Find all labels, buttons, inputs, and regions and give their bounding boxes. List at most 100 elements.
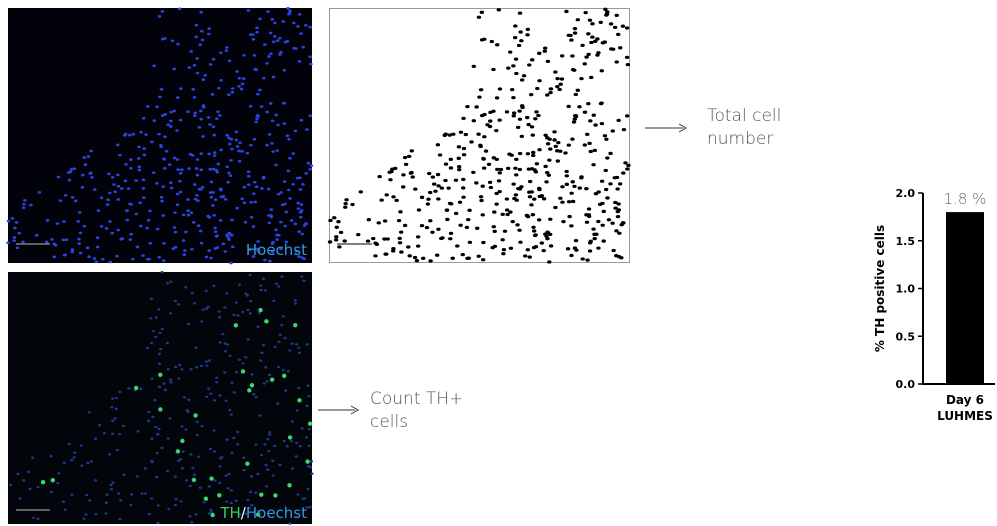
cell (205, 395, 208, 397)
cell (526, 123, 530, 126)
cell (32, 517, 35, 519)
cell (150, 342, 153, 344)
cell (200, 365, 203, 367)
cell (528, 180, 532, 183)
cell (282, 315, 285, 317)
cell (416, 235, 420, 238)
cell (271, 119, 275, 122)
cell (536, 114, 540, 117)
cell (532, 229, 536, 232)
cell (208, 359, 211, 361)
cell (287, 370, 290, 372)
cell (105, 502, 108, 504)
cell (161, 214, 165, 217)
cell (514, 57, 518, 60)
cell (271, 150, 275, 153)
x-tick-label: Day 6LUHMES (937, 393, 993, 423)
cell (615, 176, 619, 179)
cell (608, 152, 612, 155)
cell (494, 129, 498, 132)
cell (436, 228, 440, 231)
cell (139, 131, 143, 134)
cell (219, 219, 223, 222)
cell (567, 200, 571, 203)
cell (474, 181, 478, 184)
cell (207, 27, 211, 30)
cell (147, 411, 150, 413)
cell (123, 134, 127, 137)
cell (291, 467, 294, 469)
cell (523, 254, 527, 257)
cell (235, 371, 238, 373)
cell (111, 433, 114, 435)
cell (236, 145, 240, 148)
cell (52, 255, 56, 258)
cell (519, 39, 523, 42)
cell (218, 310, 221, 312)
cell (565, 174, 569, 177)
th-cell (297, 398, 301, 402)
cell (404, 163, 408, 166)
cell (583, 143, 587, 146)
cell (530, 125, 534, 128)
cell (236, 314, 239, 316)
cell (251, 33, 255, 36)
th-cell (158, 373, 162, 377)
cell (194, 198, 198, 201)
cell (229, 262, 233, 265)
cell (462, 147, 466, 150)
th-cell (293, 323, 297, 327)
cell (158, 15, 162, 18)
cell (122, 425, 125, 427)
cell (482, 38, 486, 41)
cell (301, 427, 304, 429)
cell (131, 258, 135, 261)
cell (183, 396, 186, 398)
cell (50, 238, 54, 241)
cell (163, 167, 167, 170)
cell (127, 187, 131, 190)
cell (235, 207, 239, 210)
cell (154, 426, 157, 428)
cell (191, 88, 195, 91)
cell (436, 143, 440, 146)
cell (295, 343, 298, 345)
cell (427, 172, 431, 175)
cell (274, 164, 278, 167)
cell (64, 509, 67, 511)
cell (565, 183, 569, 186)
cell (432, 183, 436, 186)
cell (588, 119, 592, 122)
cell (461, 186, 465, 189)
cell (140, 492, 143, 494)
th-cell (241, 369, 245, 373)
cell (173, 226, 177, 229)
cell (94, 479, 97, 481)
th-cell (245, 461, 249, 465)
cell (579, 77, 583, 80)
cell (622, 128, 626, 131)
cell (228, 355, 231, 357)
cell (268, 431, 271, 433)
cell (373, 254, 377, 257)
cell (115, 408, 118, 410)
cell (488, 111, 492, 114)
cell (616, 202, 620, 205)
cell (148, 242, 152, 245)
cell (106, 198, 110, 201)
cell (294, 299, 297, 301)
cell (176, 168, 180, 171)
cell (570, 54, 574, 57)
cell (540, 241, 544, 244)
cell (513, 167, 517, 170)
cell (150, 377, 153, 379)
cell (246, 152, 250, 155)
cell (170, 187, 174, 190)
cell (616, 215, 620, 218)
cell (471, 171, 475, 174)
cell (574, 239, 578, 242)
cell (187, 214, 191, 217)
cell (200, 320, 203, 322)
cell (590, 35, 594, 38)
cell (184, 286, 187, 288)
